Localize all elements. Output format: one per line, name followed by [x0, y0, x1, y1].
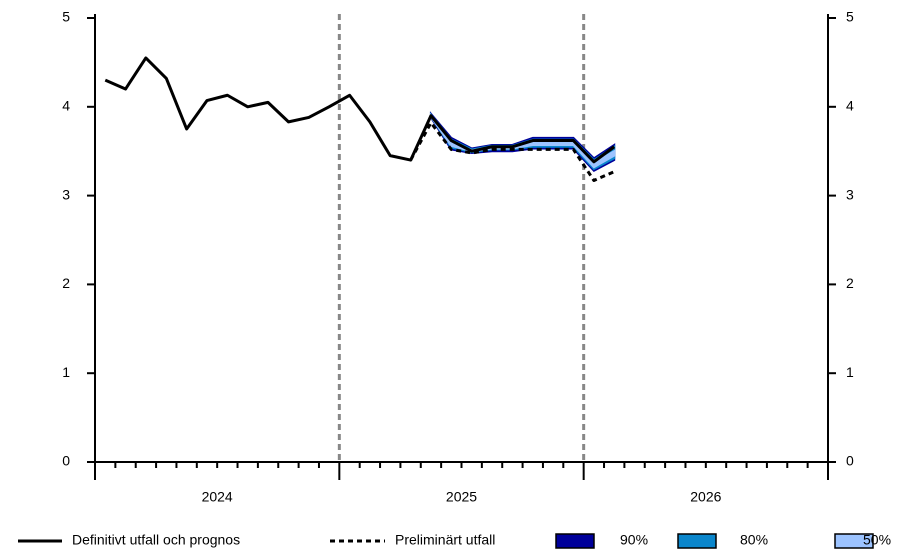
y2-tick-label: 5 — [846, 9, 854, 25]
y-tick-label: 5 — [62, 9, 70, 25]
legend-label: Preliminärt utfall — [395, 532, 495, 548]
y-tick-label: 3 — [62, 186, 70, 202]
y-tick-label: 0 — [62, 453, 70, 469]
legend-label: 90% — [620, 532, 648, 548]
legend-swatch — [555, 533, 595, 549]
legend-label: 50% — [863, 532, 891, 548]
x-tick-label: 2025 — [446, 489, 477, 505]
y2-tick-label: 1 — [846, 364, 854, 380]
x-tick-label: 2026 — [690, 489, 721, 505]
legend-swatch — [677, 533, 717, 549]
x-tick-label: 2024 — [202, 489, 233, 505]
legend-label: Definitivt utfall och prognos — [72, 532, 240, 548]
y2-tick-label: 2 — [846, 275, 854, 291]
legend-swatch — [834, 533, 874, 549]
y-tick-label: 1 — [62, 364, 70, 380]
line-series — [409, 121, 615, 183]
line-series — [104, 56, 616, 164]
y-tick-label: 4 — [62, 98, 70, 114]
y2-tick-label: 3 — [846, 186, 854, 202]
y-tick-label: 2 — [62, 275, 70, 291]
y2-tick-label: 4 — [846, 98, 854, 114]
legend-label: 80% — [740, 532, 768, 548]
y2-tick-label: 0 — [846, 453, 854, 469]
